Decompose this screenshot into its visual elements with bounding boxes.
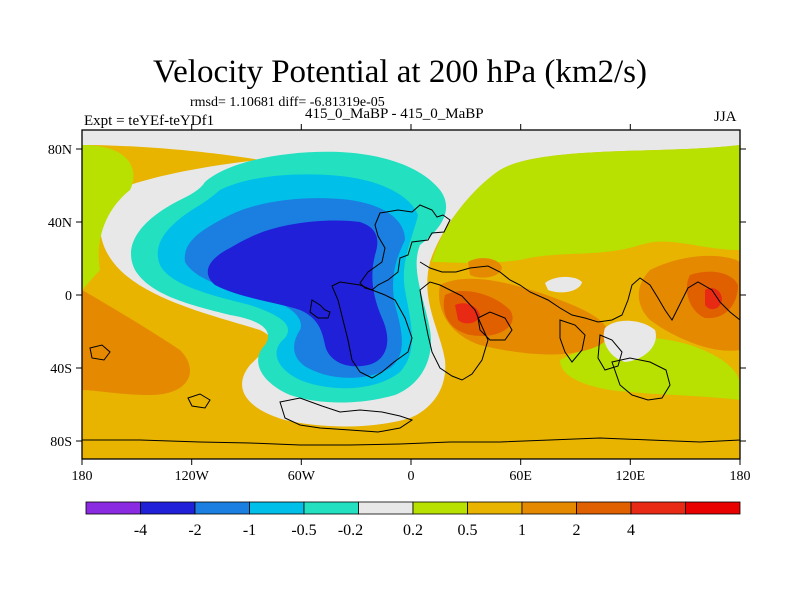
coastline-arabia <box>477 311 513 341</box>
field-lime-upper <box>432 145 740 263</box>
field-lime-left <box>82 145 134 290</box>
lat-label: 40S <box>50 362 72 377</box>
coastline-south-islands <box>187 393 211 409</box>
colorbar-swatch <box>521 501 577 515</box>
lon-label: 180 <box>730 469 751 484</box>
lon-label: 60E <box>509 469 532 484</box>
map-title: Velocity Potential at 200 hPa (km2/s) <box>152 54 648 90</box>
field-darkblue <box>207 220 388 367</box>
colorbar-label: -4 <box>134 522 147 539</box>
season-label: JJA <box>714 109 737 125</box>
colorbar-label: 0.2 <box>403 522 423 539</box>
lat-label: 40N <box>48 216 72 231</box>
colorbar-label: 0.5 <box>458 522 478 539</box>
colorbar-swatch <box>467 501 523 515</box>
colorbar-swatch <box>194 501 250 515</box>
lon-label: 60W <box>288 469 316 484</box>
coastline-india <box>559 319 586 363</box>
field-orange-west <box>82 290 190 395</box>
field-lime-lower <box>560 337 740 400</box>
field-orange-small <box>468 258 502 278</box>
coastlines <box>82 204 740 446</box>
coastline-central-america <box>309 299 331 319</box>
rmsd-stats: rmsd= 1.10681 diff= -6.81319e-05 <box>190 95 385 110</box>
colorbar-label: 1 <box>518 522 526 539</box>
coastline-west-islands <box>89 344 111 361</box>
lon-label: 0 <box>408 469 415 484</box>
colorbar-swatch <box>412 501 468 515</box>
colorbar-label: 4 <box>627 522 635 539</box>
experiment-label: Expt = teYEf-teYDf1 <box>84 113 215 129</box>
lon-label: 120E <box>616 469 646 484</box>
coastline-antarctica <box>279 397 414 433</box>
coastline-africa <box>419 281 489 381</box>
colorbar-label: -0.5 <box>291 522 316 539</box>
coastline-south-america <box>331 281 413 379</box>
field-neutral-pocket-2 <box>603 320 656 362</box>
lat-axis: 80N 40N 0 40S 80S <box>48 143 746 450</box>
lat-label: 80S <box>50 435 72 450</box>
field-red-east <box>705 288 722 310</box>
colorbar-swatch <box>685 501 741 515</box>
colorbar-swatch <box>303 501 359 515</box>
coastline-europe-asia <box>419 261 740 323</box>
lat-label: 80N <box>48 143 72 158</box>
lon-axis: 180 120W 60W 0 60E 120E 180 <box>72 124 751 484</box>
coastline-north-america <box>359 204 451 291</box>
lon-label: 120W <box>175 469 210 484</box>
colorbar-label: -0.2 <box>338 522 363 539</box>
colorbar <box>85 501 741 515</box>
coastline-southeast-asia <box>597 334 623 371</box>
run-subtitle: 415_0_MaBP - 415_0_MaBP <box>305 106 484 122</box>
coastline-australia <box>611 357 671 401</box>
coastline-antarctic-rim <box>82 437 740 446</box>
lon-label: 180 <box>72 469 93 484</box>
colorbar-label: -2 <box>188 522 201 539</box>
field-neutral-pocket-1 <box>545 276 582 293</box>
colorbar-labels: -4 -2 -1 -0.5 -0.2 0.2 0.5 1 2 4 <box>134 522 635 539</box>
lat-label: 0 <box>65 289 72 304</box>
colorbar-swatch <box>630 501 686 515</box>
colorbar-swatch <box>140 501 196 515</box>
colorbar-label: -1 <box>243 522 256 539</box>
colorbar-swatch <box>358 501 414 515</box>
colorbar-swatch <box>249 501 305 515</box>
colorbar-label: 2 <box>573 522 581 539</box>
colorbar-swatch <box>576 501 632 515</box>
colorbar-swatch <box>85 501 141 515</box>
velocity-potential-field <box>82 130 740 459</box>
